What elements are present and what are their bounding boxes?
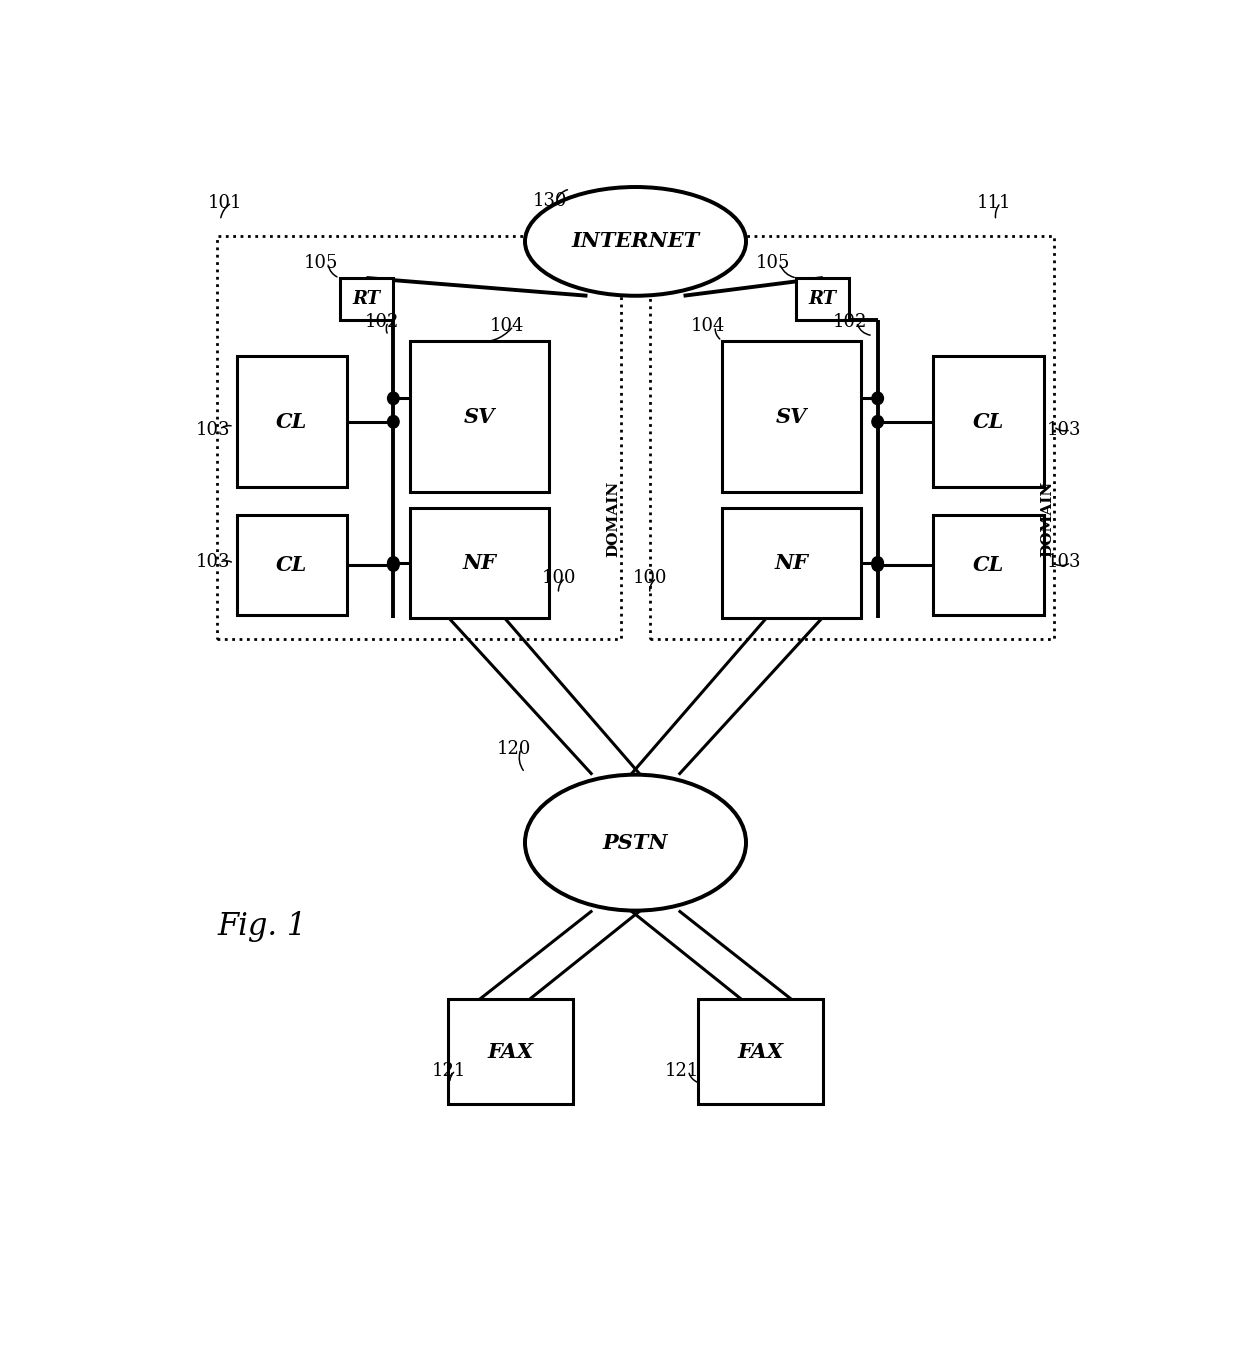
Text: PSTN: PSTN [603, 832, 668, 853]
Circle shape [872, 558, 883, 572]
Text: DOMAIN: DOMAIN [606, 481, 620, 557]
Text: 101: 101 [208, 194, 242, 212]
Text: 104: 104 [691, 316, 725, 335]
Text: SV: SV [776, 406, 807, 426]
Text: 103: 103 [196, 421, 229, 439]
Text: 105: 105 [755, 254, 790, 273]
Text: CL: CL [973, 555, 1004, 574]
Circle shape [388, 558, 399, 572]
Text: 102: 102 [365, 312, 399, 331]
Circle shape [872, 557, 883, 569]
Text: 100: 100 [632, 569, 667, 587]
FancyBboxPatch shape [409, 341, 549, 493]
Text: 121: 121 [665, 1062, 698, 1080]
Text: DOMAIN: DOMAIN [1040, 481, 1054, 557]
FancyBboxPatch shape [448, 999, 573, 1104]
FancyBboxPatch shape [409, 508, 549, 618]
Text: 102: 102 [832, 312, 867, 331]
Text: RT: RT [352, 289, 381, 308]
Text: 105: 105 [304, 254, 339, 273]
Text: 130: 130 [533, 191, 567, 209]
Ellipse shape [525, 187, 746, 296]
Text: 103: 103 [1047, 421, 1081, 439]
FancyBboxPatch shape [934, 515, 1044, 615]
Text: FAX: FAX [738, 1042, 784, 1062]
Text: 103: 103 [1047, 554, 1081, 572]
Text: CL: CL [973, 411, 1004, 432]
Text: SV: SV [464, 406, 495, 426]
Circle shape [872, 392, 883, 405]
Text: 103: 103 [196, 554, 229, 572]
Text: INTERNET: INTERNET [572, 231, 699, 251]
Circle shape [388, 557, 399, 569]
Text: CL: CL [277, 555, 308, 574]
Text: FAX: FAX [487, 1042, 533, 1062]
Text: 121: 121 [432, 1062, 466, 1080]
FancyBboxPatch shape [934, 356, 1044, 488]
Ellipse shape [525, 774, 746, 911]
Text: 111: 111 [977, 194, 1011, 212]
Text: 100: 100 [542, 569, 575, 587]
FancyBboxPatch shape [340, 278, 393, 320]
Text: 104: 104 [490, 316, 523, 335]
FancyBboxPatch shape [722, 508, 862, 618]
Text: 120: 120 [497, 740, 532, 758]
FancyBboxPatch shape [237, 515, 347, 615]
Text: NF: NF [775, 553, 808, 573]
Text: CL: CL [277, 411, 308, 432]
Circle shape [872, 416, 883, 428]
Text: Fig. 1: Fig. 1 [217, 911, 306, 942]
FancyBboxPatch shape [237, 356, 347, 488]
FancyBboxPatch shape [796, 278, 849, 320]
Circle shape [388, 416, 399, 428]
Text: NF: NF [463, 553, 496, 573]
FancyBboxPatch shape [698, 999, 823, 1104]
Text: RT: RT [808, 289, 837, 308]
Circle shape [388, 392, 399, 405]
FancyBboxPatch shape [722, 341, 862, 493]
